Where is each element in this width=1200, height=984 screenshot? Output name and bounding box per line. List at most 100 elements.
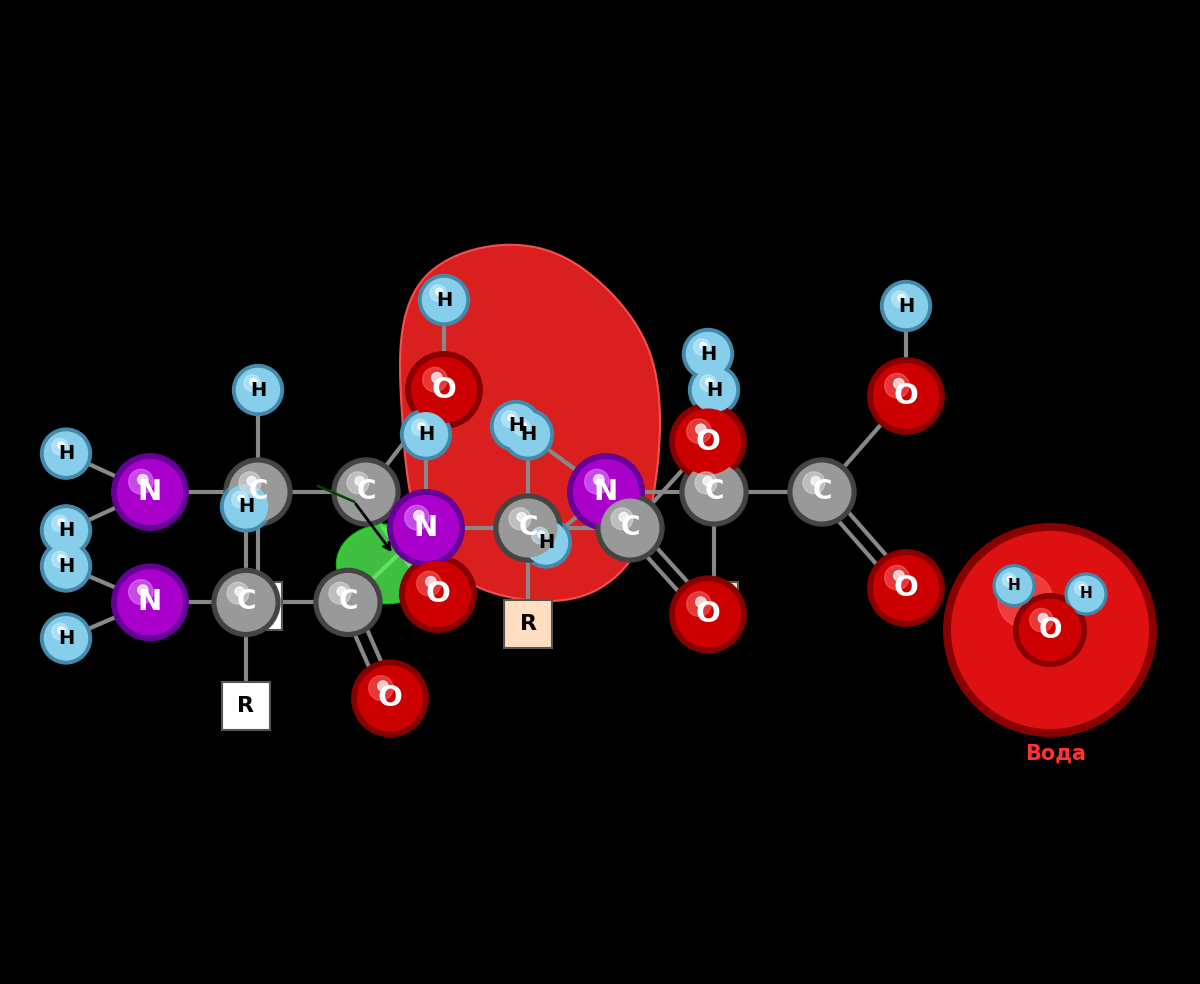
Circle shape	[998, 573, 1052, 628]
Circle shape	[337, 463, 395, 521]
Circle shape	[706, 378, 713, 386]
Circle shape	[388, 490, 464, 566]
Circle shape	[432, 373, 442, 383]
Circle shape	[238, 495, 245, 502]
Circle shape	[404, 413, 448, 456]
Circle shape	[680, 458, 748, 526]
Circle shape	[1038, 613, 1048, 623]
Circle shape	[233, 364, 283, 415]
Circle shape	[686, 333, 730, 376]
Circle shape	[874, 556, 938, 620]
Circle shape	[694, 338, 710, 355]
Circle shape	[1066, 573, 1106, 615]
Circle shape	[416, 572, 442, 596]
Circle shape	[244, 375, 260, 392]
Circle shape	[235, 586, 245, 596]
Circle shape	[689, 364, 739, 415]
Text: H: H	[508, 416, 524, 436]
Circle shape	[683, 329, 733, 380]
Circle shape	[41, 505, 91, 556]
Circle shape	[696, 424, 706, 435]
Circle shape	[412, 357, 476, 422]
Circle shape	[506, 413, 550, 456]
Text: H: H	[1008, 578, 1020, 593]
Circle shape	[128, 469, 154, 494]
Text: H: H	[538, 533, 554, 552]
Circle shape	[1079, 584, 1085, 590]
Circle shape	[692, 368, 736, 411]
Circle shape	[128, 580, 154, 604]
Circle shape	[517, 513, 527, 522]
Circle shape	[221, 481, 271, 532]
Circle shape	[676, 409, 740, 474]
Circle shape	[224, 458, 292, 526]
Circle shape	[347, 472, 368, 494]
Text: C: C	[620, 515, 640, 541]
Circle shape	[996, 568, 1032, 603]
Circle shape	[337, 586, 347, 596]
Circle shape	[329, 583, 350, 604]
Circle shape	[404, 506, 430, 530]
Text: O: O	[426, 580, 450, 608]
Circle shape	[112, 454, 188, 530]
Circle shape	[58, 627, 65, 634]
Circle shape	[884, 373, 910, 398]
Text: N: N	[594, 478, 618, 506]
Circle shape	[118, 570, 182, 635]
Circle shape	[378, 681, 388, 692]
Text: O: O	[378, 685, 402, 712]
Circle shape	[696, 597, 706, 607]
Circle shape	[332, 458, 400, 526]
Circle shape	[884, 284, 928, 328]
Text: O: O	[894, 382, 918, 410]
Text: H: H	[58, 557, 74, 576]
Circle shape	[952, 531, 1148, 728]
Circle shape	[894, 379, 904, 389]
Circle shape	[41, 541, 91, 592]
Circle shape	[414, 511, 424, 521]
Circle shape	[502, 411, 518, 427]
Circle shape	[422, 278, 466, 322]
Circle shape	[700, 375, 716, 392]
Text: O: O	[894, 574, 918, 602]
Circle shape	[41, 613, 91, 664]
Text: C: C	[704, 479, 724, 505]
Text: H: H	[1080, 586, 1092, 601]
Text: H: H	[58, 629, 74, 647]
Circle shape	[494, 404, 538, 448]
Text: Вода: Вода	[1026, 744, 1086, 764]
Circle shape	[430, 285, 446, 301]
Circle shape	[229, 463, 287, 521]
Text: H: H	[250, 381, 266, 400]
Text: C: C	[518, 515, 538, 541]
Text: C: C	[248, 479, 268, 505]
Text: C: C	[356, 479, 376, 505]
Circle shape	[503, 409, 553, 460]
FancyBboxPatch shape	[690, 582, 738, 630]
Circle shape	[532, 527, 548, 544]
Circle shape	[58, 442, 65, 449]
Text: H: H	[520, 425, 536, 444]
Circle shape	[1007, 576, 1013, 582]
Circle shape	[352, 660, 428, 737]
Circle shape	[868, 358, 944, 434]
Circle shape	[619, 513, 629, 522]
FancyBboxPatch shape	[222, 682, 270, 729]
Circle shape	[250, 378, 257, 386]
Text: R: R	[706, 596, 722, 616]
Circle shape	[1002, 574, 1015, 586]
Circle shape	[884, 566, 910, 590]
Text: R: R	[238, 696, 254, 715]
Circle shape	[419, 275, 469, 326]
Circle shape	[994, 565, 1034, 606]
Circle shape	[868, 550, 944, 626]
Text: O: O	[432, 376, 456, 404]
Circle shape	[412, 419, 428, 436]
Circle shape	[224, 485, 268, 528]
Circle shape	[494, 494, 562, 562]
Circle shape	[44, 617, 88, 660]
Text: H: H	[700, 344, 716, 363]
Circle shape	[491, 400, 541, 452]
Text: O: O	[696, 428, 720, 456]
Circle shape	[41, 428, 91, 479]
